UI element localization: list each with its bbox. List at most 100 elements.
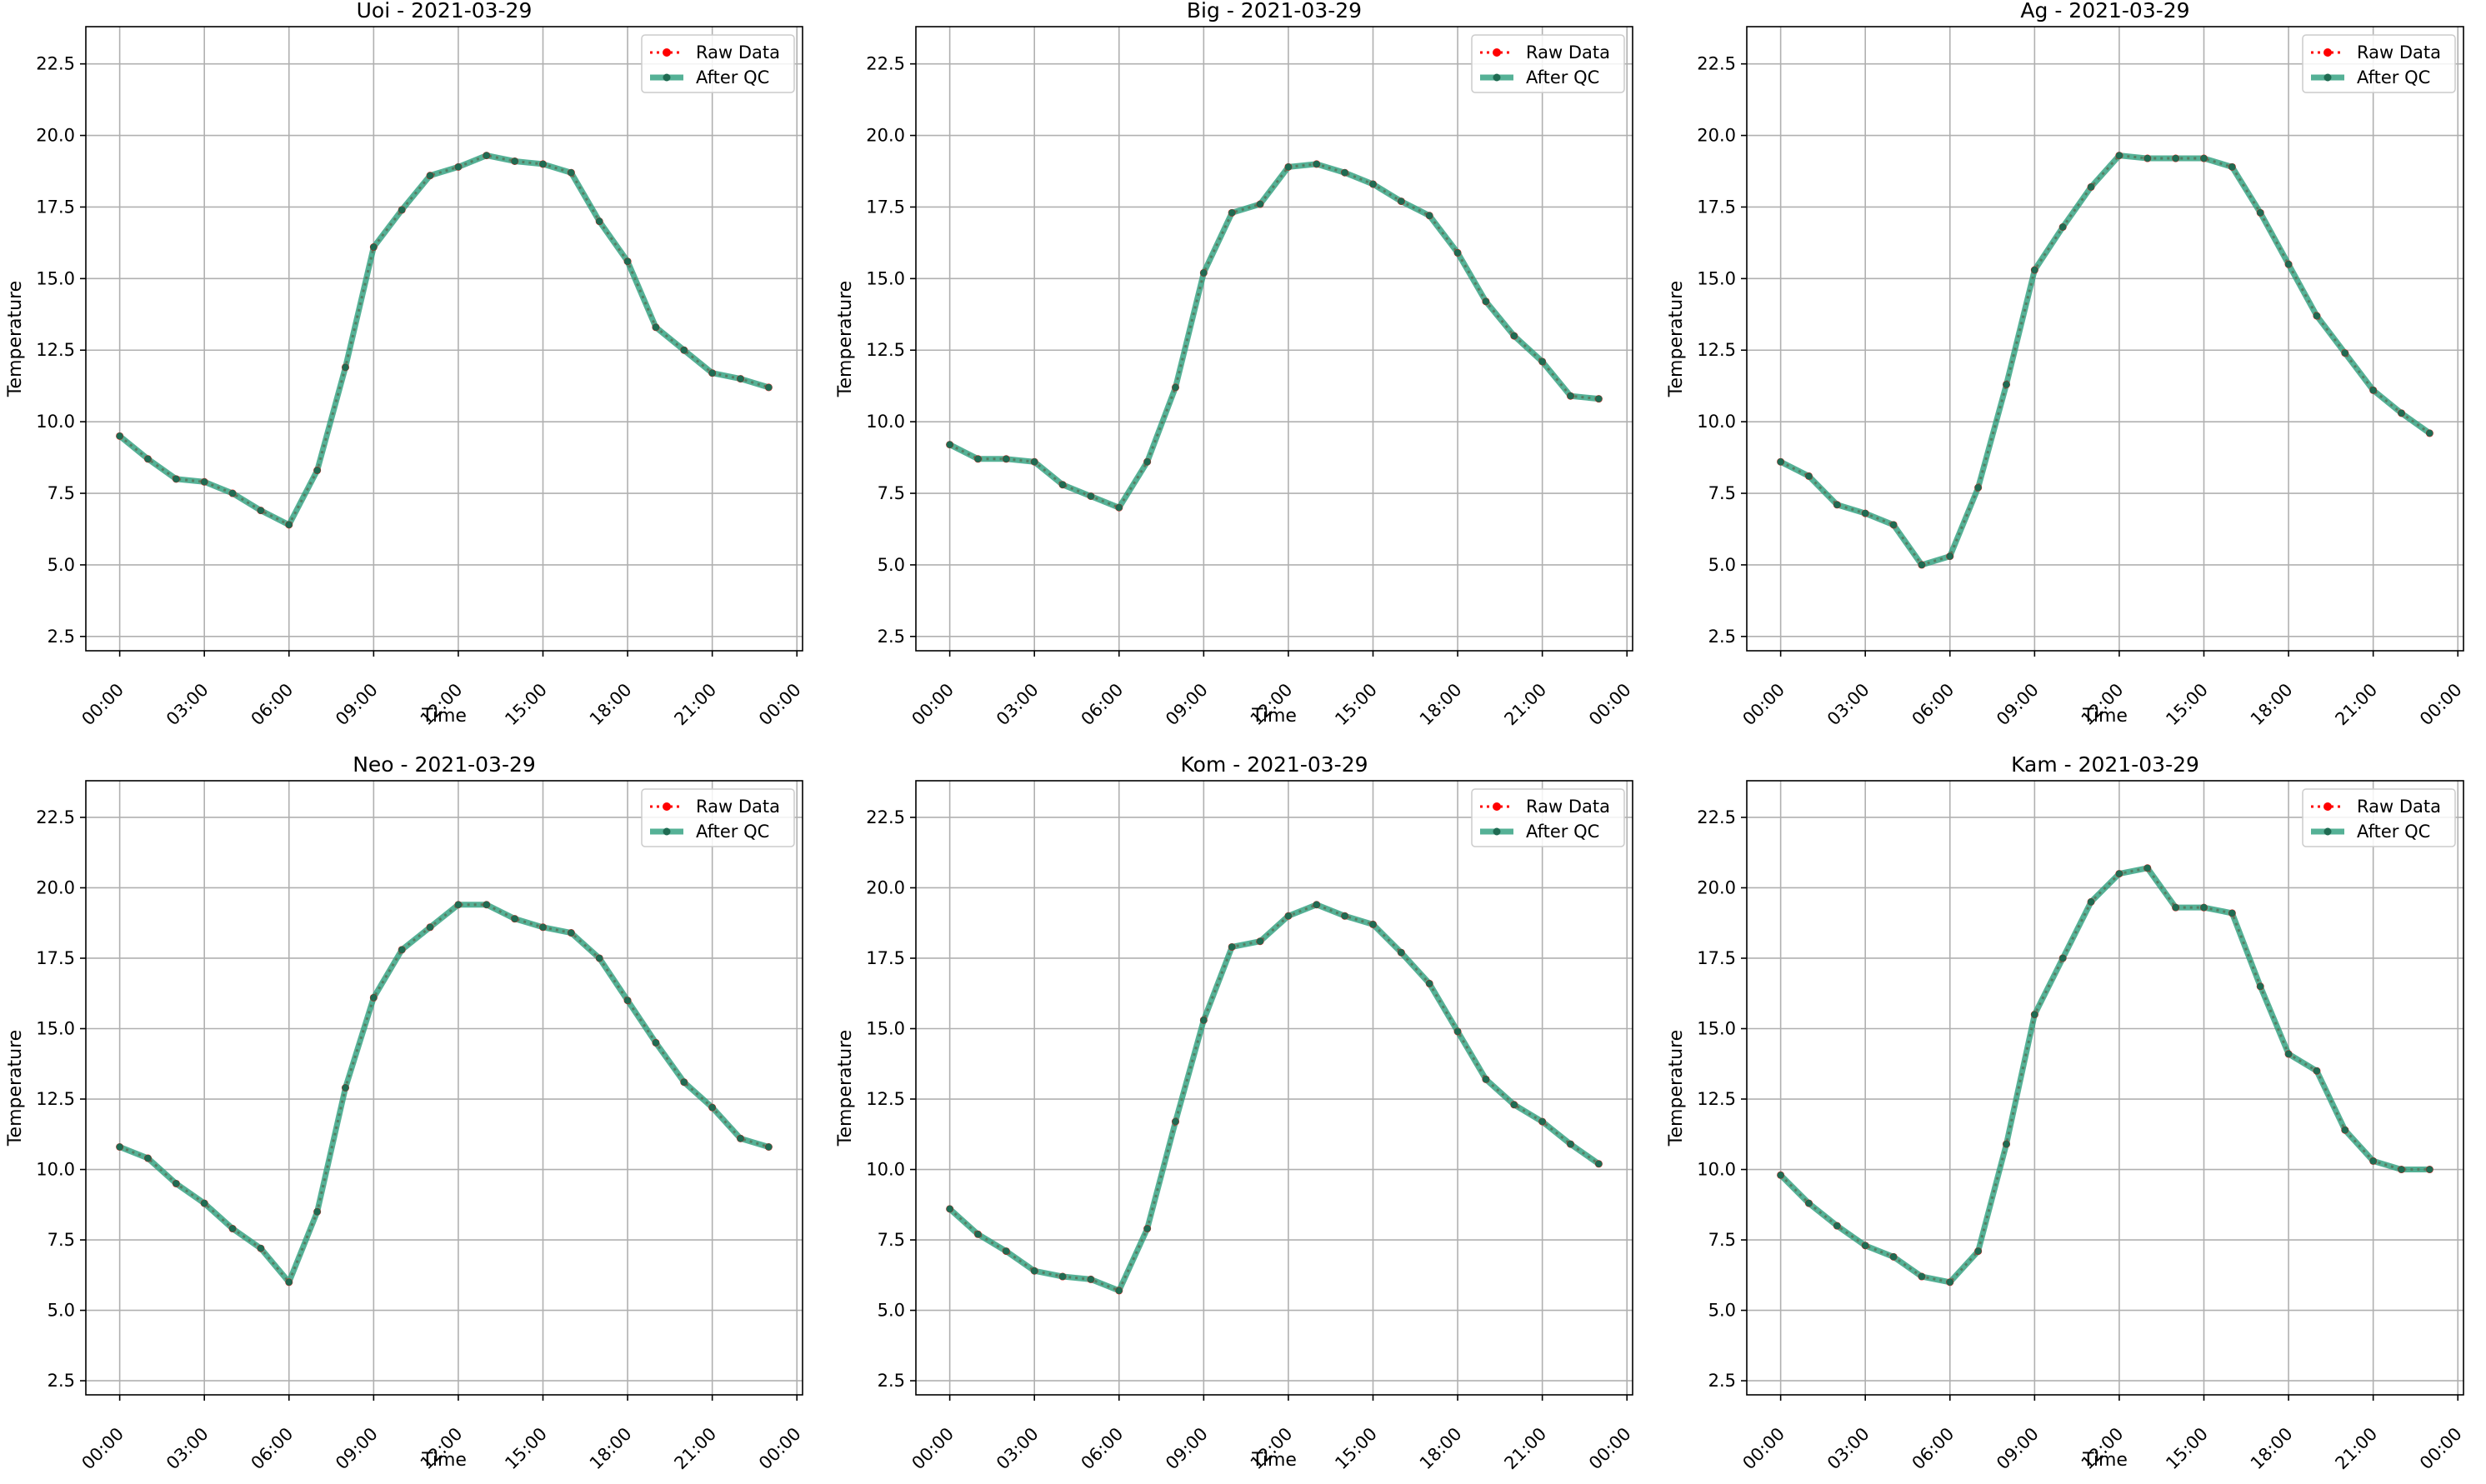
- legend: Raw Data After QC: [641, 34, 795, 93]
- chart-panel: 2.5 5.0 7.5 10.0 12.5 15.0 17.5 20.0 22.5 00:00 03…: [5, 752, 805, 1473]
- y-tick-label: 17.5: [1697, 197, 1736, 217]
- after-qc-point: [228, 489, 237, 497]
- legend-qc-marker: [2323, 827, 2332, 836]
- x-tick-label: 03:00: [163, 1424, 213, 1474]
- after-qc-point: [2369, 1157, 2377, 1165]
- after-qc-point: [1003, 1247, 1010, 1255]
- after-qc-point: [1256, 937, 1264, 945]
- after-qc-point: [539, 923, 547, 931]
- y-tick-label: 20.0: [36, 877, 75, 897]
- raw-data-line: [948, 903, 1600, 1292]
- after-qc-line: [948, 161, 1599, 511]
- after-qc-point: [1087, 492, 1095, 500]
- legend-qc-marker: [2323, 73, 2332, 82]
- after-qc-point: [1284, 912, 1293, 920]
- y-tick-label: 10.0: [1697, 1160, 1736, 1180]
- after-qc-point: [680, 347, 688, 354]
- y-tick-label: 5.0: [1708, 1301, 1736, 1321]
- y-tick-label: 15.0: [1697, 1019, 1736, 1039]
- after-qc-point: [1833, 1222, 1841, 1230]
- y-tick-label: 12.5: [866, 1089, 905, 1109]
- after-qc-point: [1974, 1247, 1982, 1255]
- legend-raw-marker: [663, 48, 671, 57]
- after-qc-line: [948, 902, 1601, 1294]
- y-tick-label: 15.0: [866, 1019, 905, 1039]
- after-qc-point: [1398, 949, 1405, 957]
- y-tick-label: 7.5: [48, 483, 75, 503]
- y-tick-label: 10.0: [36, 1160, 75, 1180]
- after-qc-point: [1058, 1272, 1067, 1281]
- after-qc-point: [370, 994, 378, 1002]
- after-qc-point: [1284, 163, 1293, 171]
- after-qc-point: [1482, 1076, 1490, 1083]
- after-qc-point: [173, 475, 180, 483]
- after-qc-point: [1595, 1160, 1603, 1167]
- after-qc-point: [623, 257, 632, 265]
- after-qc-point: [2398, 409, 2405, 417]
- after-qc-point: [2172, 903, 2179, 912]
- legend: Raw Data After QC: [1471, 788, 1625, 847]
- after-qc-point: [1031, 458, 1038, 466]
- x-tick-label: 09:00: [1993, 680, 2043, 730]
- x-tick-label: 00:00: [78, 680, 128, 730]
- y-tick-label: 12.5: [866, 340, 905, 360]
- x-tick-label: 15:00: [1331, 680, 1381, 730]
- after-qc-point: [313, 1208, 321, 1216]
- after-qc-point: [737, 1135, 744, 1142]
- x-tick-label: 18:00: [586, 1424, 636, 1474]
- after-qc-point: [2059, 223, 2067, 231]
- chart-title: Ag - 2021-03-29: [2020, 0, 2189, 22]
- after-qc-point: [2143, 864, 2151, 872]
- y-tick-label: 7.5: [48, 1230, 75, 1250]
- legend-raw-label: Raw Data: [696, 797, 780, 817]
- y-tick-label: 22.5: [1697, 54, 1736, 74]
- y-tick-label: 7.5: [1708, 483, 1736, 503]
- legend-qc-label: After QC: [696, 67, 769, 87]
- after-qc-point: [2059, 954, 2067, 962]
- y-tick-label: 12.5: [36, 1089, 75, 1109]
- chart-panel: 2.5 5.0 7.5 10.0 12.5 15.0 17.5 20.0 22.5 00:00 03…: [5, 0, 805, 729]
- after-qc-point: [1946, 1278, 1953, 1286]
- after-qc-point: [765, 383, 773, 392]
- x-tick-label: 00:00: [78, 1424, 128, 1474]
- y-tick-label: 15.0: [36, 1019, 75, 1039]
- legend-raw-marker: [2323, 48, 2332, 57]
- x-axis-label: Time: [421, 1450, 467, 1471]
- after-qc-point: [454, 163, 463, 171]
- x-tick-label: 18:00: [2247, 1424, 2297, 1474]
- legend-qc-label: After QC: [2357, 822, 2430, 842]
- after-qc-point: [2369, 387, 2377, 394]
- y-axis-label: Temperature: [835, 281, 856, 397]
- after-qc-point: [2172, 154, 2179, 162]
- after-qc-point: [1426, 212, 1433, 219]
- after-qc-point: [2115, 152, 2123, 159]
- after-qc-point: [2257, 982, 2264, 990]
- after-qc-point: [1228, 943, 1236, 951]
- after-qc-point: [201, 1199, 208, 1207]
- x-tick-label: 00:00: [2416, 1424, 2466, 1474]
- x-tick-label: 00:00: [1585, 680, 1635, 730]
- after-qc-point: [426, 923, 434, 931]
- after-qc-point: [2031, 1011, 2038, 1018]
- x-tick-label: 18:00: [586, 680, 636, 730]
- after-qc-point: [1805, 472, 1813, 480]
- y-tick-label: 5.0: [878, 1301, 905, 1321]
- after-qc-point: [2341, 1127, 2348, 1134]
- x-tick-label: 06:00: [248, 680, 298, 730]
- after-qc-point: [708, 369, 716, 377]
- after-qc-point: [1341, 912, 1348, 920]
- legend-qc-marker: [663, 73, 671, 82]
- legend-qc-marker: [1493, 73, 1501, 82]
- x-axis-label: Time: [1251, 706, 1297, 727]
- chart-panel: 2.5 5.0 7.5 10.0 12.5 15.0 17.5 20.0 22.5 00:00 03…: [835, 752, 1635, 1473]
- legend: Raw Data After QC: [2302, 34, 2456, 93]
- y-tick-label: 17.5: [866, 948, 905, 968]
- after-qc-point: [1482, 297, 1490, 306]
- after-qc-point: [257, 507, 265, 514]
- legend-raw-marker: [1493, 48, 1501, 57]
- after-qc-point: [1143, 1225, 1151, 1232]
- after-qc-point: [285, 521, 293, 529]
- after-qc-point: [1058, 481, 1067, 488]
- after-qc-point: [568, 169, 575, 177]
- after-qc-point: [596, 217, 603, 225]
